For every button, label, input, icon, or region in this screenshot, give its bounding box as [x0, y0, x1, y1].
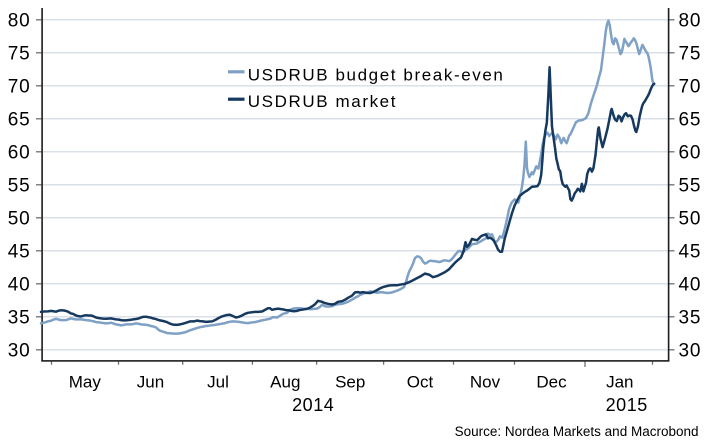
svg-text:Jul: Jul — [207, 373, 229, 392]
svg-text:May: May — [69, 373, 102, 392]
svg-text:70: 70 — [679, 76, 702, 97]
svg-text:Aug: Aug — [270, 373, 300, 392]
svg-text:75: 75 — [8, 43, 31, 64]
svg-text:65: 65 — [8, 109, 31, 130]
svg-text:80: 80 — [8, 10, 31, 31]
svg-text:35: 35 — [8, 307, 31, 328]
svg-text:35: 35 — [679, 307, 702, 328]
svg-text:Sep: Sep — [335, 373, 365, 392]
svg-text:40: 40 — [679, 274, 702, 295]
svg-text:55: 55 — [8, 175, 31, 196]
svg-text:45: 45 — [679, 241, 702, 262]
svg-text:Dec: Dec — [536, 373, 567, 392]
svg-text:Source: Nordea Markets and Mac: Source: Nordea Markets and Macrobond — [455, 424, 699, 439]
svg-text:50: 50 — [8, 208, 31, 229]
svg-text:Nov: Nov — [470, 373, 501, 392]
svg-text:60: 60 — [679, 142, 702, 163]
svg-text:Jan: Jan — [606, 373, 633, 392]
svg-text:USDRUB budget break-even: USDRUB budget break-even — [248, 65, 505, 84]
svg-text:70: 70 — [8, 76, 31, 97]
svg-text:2014: 2014 — [292, 395, 334, 415]
svg-text:80: 80 — [679, 10, 702, 31]
svg-text:30: 30 — [679, 340, 702, 361]
svg-text:30: 30 — [8, 340, 31, 361]
svg-text:40: 40 — [8, 274, 31, 295]
svg-text:50: 50 — [679, 208, 702, 229]
svg-text:45: 45 — [8, 241, 31, 262]
svg-text:65: 65 — [679, 109, 702, 130]
svg-text:55: 55 — [679, 175, 702, 196]
svg-text:Oct: Oct — [407, 373, 434, 392]
svg-text:USDRUB market: USDRUB market — [248, 92, 397, 111]
svg-text:2015: 2015 — [606, 395, 648, 415]
svg-text:Jun: Jun — [137, 373, 164, 392]
svg-text:75: 75 — [679, 43, 702, 64]
svg-text:60: 60 — [8, 142, 31, 163]
